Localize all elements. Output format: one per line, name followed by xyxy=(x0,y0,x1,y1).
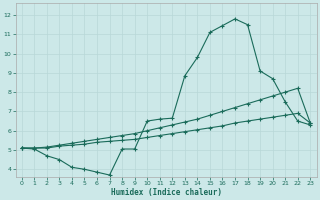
X-axis label: Humidex (Indice chaleur): Humidex (Indice chaleur) xyxy=(110,188,221,197)
